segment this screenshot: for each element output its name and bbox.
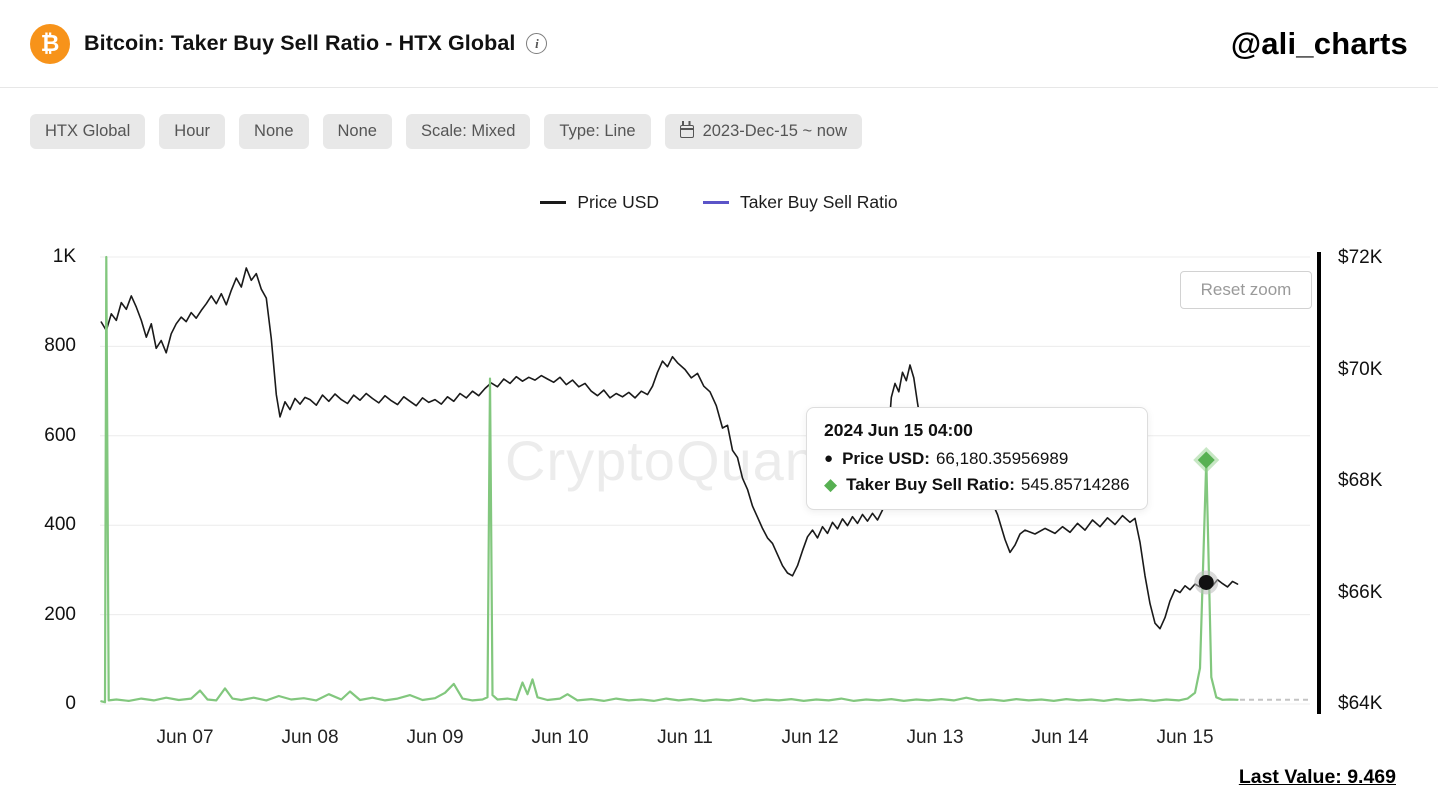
ratio-line-swatch bbox=[703, 201, 730, 204]
reset-zoom-button[interactable]: Reset zoom bbox=[1180, 271, 1312, 309]
ratio-diamond-icon: ◆ bbox=[824, 474, 838, 494]
tooltip-timestamp: 2024 Jun 15 04:00 bbox=[824, 420, 973, 440]
last-value: Last Value: 9.469 bbox=[1238, 766, 1396, 788]
tooltip-ratio-row: ◆ Taker Buy Sell Ratio: 545.85714286 bbox=[824, 472, 1130, 498]
price-line-swatch bbox=[540, 201, 567, 204]
chip-date-range[interactable]: 2023-Dec-15 ~ now bbox=[664, 114, 863, 149]
price-dot-icon: ● bbox=[824, 449, 834, 467]
series-price-usd bbox=[100, 267, 1239, 630]
author-handle: @ali_charts bbox=[1230, 25, 1408, 61]
tooltip-price-row: ● Price USD: 66,180.35956989 bbox=[824, 446, 1130, 472]
legend-label-price: Price USD bbox=[577, 192, 660, 212]
legend-item-price[interactable]: Price USD bbox=[540, 192, 659, 213]
chip-option-1[interactable]: None bbox=[239, 114, 309, 149]
chip-type[interactable]: Type: Line bbox=[544, 114, 651, 149]
right-axis-bar bbox=[1317, 252, 1321, 714]
filter-bar: HTX Global Hour None None Scale: Mixed T… bbox=[30, 114, 863, 149]
chip-exchange[interactable]: HTX Global bbox=[30, 114, 146, 149]
info-icon[interactable]: i bbox=[526, 33, 548, 54]
title-group: ₿ Bitcoin: Taker Buy Sell Ratio - HTX Gl… bbox=[30, 23, 548, 64]
chip-scale[interactable]: Scale: Mixed bbox=[405, 114, 531, 149]
chip-option-2[interactable]: None bbox=[322, 114, 392, 149]
tooltip-price-label: Price USD: bbox=[842, 449, 930, 468]
calendar-icon bbox=[679, 121, 694, 138]
price-marker[interactable] bbox=[1198, 574, 1214, 590]
ratio-marker[interactable] bbox=[1197, 451, 1215, 469]
tooltip-ratio-value: 545.85714286 bbox=[1020, 474, 1130, 494]
series-taker-buy-sell-ratio bbox=[100, 255, 1239, 704]
bitcoin-icon: ₿ bbox=[30, 23, 70, 64]
page-title: Bitcoin: Taker Buy Sell Ratio - HTX Glob… bbox=[84, 31, 516, 55]
tooltip-ratio-label: Taker Buy Sell Ratio: bbox=[846, 474, 1015, 494]
legend-label-ratio: Taker Buy Sell Ratio bbox=[740, 192, 898, 212]
watermark: CryptoQuant bbox=[505, 429, 834, 492]
date-range-label: 2023-Dec-15 ~ now bbox=[702, 122, 848, 140]
header: ₿ Bitcoin: Taker Buy Sell Ratio - HTX Gl… bbox=[0, 0, 1438, 88]
legend-item-ratio[interactable]: Taker Buy Sell Ratio bbox=[703, 192, 898, 213]
chip-interval[interactable]: Hour bbox=[159, 114, 226, 149]
chart-tooltip: 2024 Jun 15 04:00 ● Price USD: 66,180.35… bbox=[806, 407, 1148, 510]
tooltip-price-value: 66,180.35956989 bbox=[935, 449, 1069, 468]
legend: Price USD Taker Buy Sell Ratio bbox=[0, 192, 1438, 213]
